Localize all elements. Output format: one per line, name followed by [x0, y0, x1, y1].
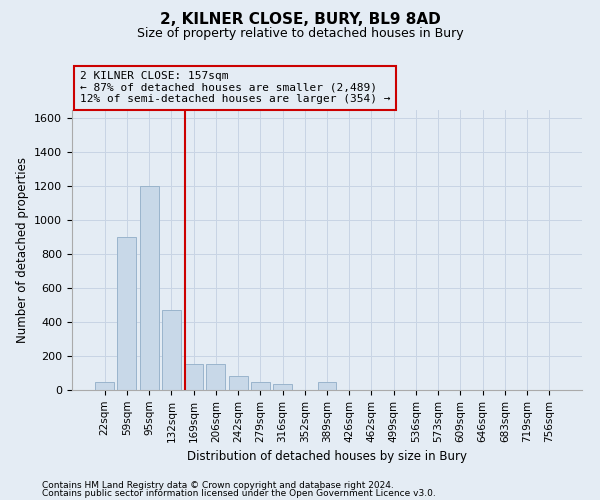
Bar [140, 186, 158, 390]
Bar [273, 384, 292, 390]
Bar [184, 364, 203, 390]
Text: Size of property relative to detached houses in Bury: Size of property relative to detached ho… [137, 28, 463, 40]
Bar [206, 364, 225, 390]
Bar [251, 382, 270, 390]
Text: Contains public sector information licensed under the Open Government Licence v3: Contains public sector information licen… [42, 489, 436, 498]
Text: Contains HM Land Registry data © Crown copyright and database right 2024.: Contains HM Land Registry data © Crown c… [42, 480, 394, 490]
X-axis label: Distribution of detached houses by size in Bury: Distribution of detached houses by size … [187, 450, 467, 463]
Text: 2 KILNER CLOSE: 157sqm
← 87% of detached houses are smaller (2,489)
12% of semi-: 2 KILNER CLOSE: 157sqm ← 87% of detached… [80, 71, 390, 104]
Bar [118, 238, 136, 390]
Y-axis label: Number of detached properties: Number of detached properties [16, 157, 29, 343]
Bar [162, 310, 181, 390]
Bar [317, 382, 337, 390]
Text: 2, KILNER CLOSE, BURY, BL9 8AD: 2, KILNER CLOSE, BURY, BL9 8AD [160, 12, 440, 28]
Bar [95, 382, 114, 390]
Bar [229, 376, 248, 390]
